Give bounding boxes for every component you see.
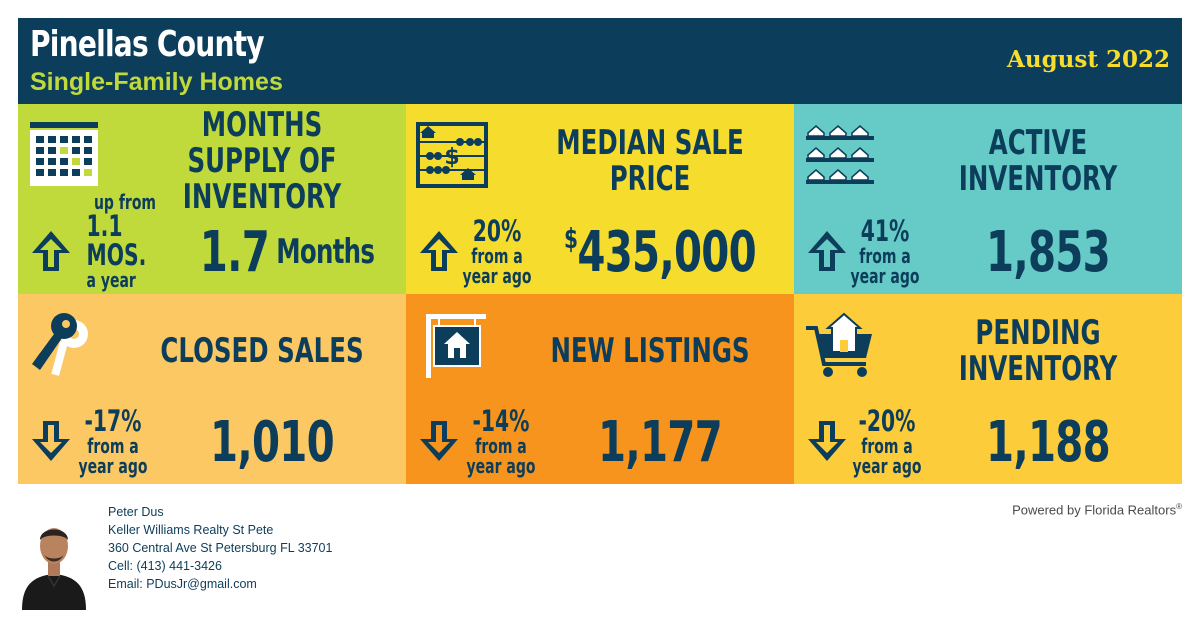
change-value: 41%: [860, 213, 910, 248]
agent-email[interactable]: Email: PDusJr@gmail.com: [108, 577, 257, 591]
svg-text:$: $: [444, 145, 459, 170]
arrow-up-icon: [32, 231, 70, 271]
tile-title: MONTHS SUPPLY OF INVENTORY: [182, 105, 342, 217]
metric-number: 1,853: [986, 219, 1111, 285]
houses-icon: [806, 125, 874, 184]
arrow-up-icon: [808, 231, 846, 271]
change-indicator: 20% from a year ago: [459, 216, 536, 286]
agent-photo: [18, 510, 90, 610]
metric-value: 1,188: [959, 404, 1138, 480]
change-indicator: -17% from a year ago: [75, 406, 152, 476]
metric-number: 1,177: [598, 409, 723, 475]
metric-number: 1,010: [210, 409, 335, 475]
metric-unit: Months: [276, 232, 375, 272]
report-period: August 2022: [1007, 46, 1170, 73]
agent-cell: Cell: (413) 441-3426: [108, 559, 222, 573]
metric-value: $ 435,000: [564, 214, 757, 290]
cart-house-icon: [806, 312, 872, 377]
metric-number: 1,188: [986, 409, 1111, 475]
change-bottom: year ago: [78, 453, 148, 478]
change-bottom: year ago: [462, 263, 532, 288]
change-indicator: -14% from a year ago: [463, 406, 540, 476]
metric-value: 1,853: [959, 214, 1138, 290]
change-bottom: year ago: [852, 453, 922, 478]
arrow-down-icon: [420, 421, 458, 461]
change-bottom: year ago: [466, 453, 536, 478]
change-top: up from: [93, 190, 157, 214]
agent-name: Peter Dus: [108, 505, 164, 519]
tile-months-supply: MONTHS SUPPLY OF INVENTORY up from 1.1 M…: [18, 104, 406, 294]
arrow-down-icon: [32, 421, 70, 461]
header-banner: Pinellas County Single-Family Homes Augu…: [18, 18, 1182, 104]
change-indicator: -20% from a year ago: [849, 406, 926, 476]
powered-by-text: Powered by Florida Realtors: [1012, 502, 1177, 518]
change-value: -20%: [858, 403, 916, 438]
powered-by: Powered by Florida Realtors®: [1012, 502, 1182, 517]
change-bottom: from a: [87, 433, 139, 458]
sign-icon: [426, 314, 486, 378]
arrow-up-icon: [420, 231, 458, 271]
agent-company: Keller Williams Realty St Pete: [108, 523, 274, 537]
metric-number: 435,000: [577, 219, 756, 285]
metric-currency: $: [564, 222, 578, 255]
page-subtitle: Single-Family Homes: [30, 68, 283, 96]
calendar-icon: [30, 122, 98, 186]
tile-title: PENDING INVENTORY: [958, 313, 1118, 389]
tile-closed-sales: CLOSED SALES -17% from a year ago 1,010: [18, 294, 406, 484]
metric-value: 1,177: [571, 404, 750, 480]
tile-title: CLOSED SALES: [160, 331, 364, 372]
tile-median-sale-price: $ MEDIAN SALE PRICE 20% from a year ago …: [406, 104, 794, 294]
page-title: Pinellas County: [30, 24, 265, 65]
abacus-icon: $: [416, 122, 488, 188]
arrow-down-icon: [808, 421, 846, 461]
agent-address: 360 Central Ave St Petersburg FL 33701: [108, 541, 333, 555]
tile-pending-inventory: PENDING INVENTORY -20% from a year ago 1…: [794, 294, 1182, 484]
metric-value: 1,010: [183, 404, 362, 480]
change-value: -17%: [84, 403, 142, 438]
change-indicator: 41% from a year ago: [847, 216, 924, 286]
change-bottom: a year ago: [86, 268, 136, 294]
metric-value: 1.7 Months: [200, 214, 375, 290]
change-bottom: from a: [475, 433, 527, 458]
tile-title: NEW LISTINGS: [550, 331, 750, 372]
keys-icon: [32, 313, 88, 376]
metric-number: 1.7: [199, 219, 270, 285]
change-bottom: from a: [861, 433, 913, 458]
agent-contact: Peter Dus Keller Williams Realty St Pete…: [108, 503, 508, 593]
tile-title: MEDIAN SALE PRICE: [556, 123, 744, 199]
change-value: -14%: [472, 403, 530, 438]
tile-title: ACTIVE INVENTORY: [958, 123, 1118, 199]
tile-active-inventory: ACTIVE INVENTORY 41% from a year ago 1,8…: [794, 104, 1182, 294]
trademark-symbol: ®: [1176, 502, 1182, 511]
change-bottom: year ago: [850, 263, 920, 288]
change-bottom: from a: [471, 243, 523, 268]
change-indicator: up from 1.1 MOS. a year ago: [87, 192, 164, 294]
change-value: 1.1 MOS.: [86, 209, 147, 272]
change-value: 20%: [472, 213, 522, 248]
tile-new-listings: NEW LISTINGS -14% from a year ago 1,177: [406, 294, 794, 484]
change-bottom: from a: [859, 243, 911, 268]
